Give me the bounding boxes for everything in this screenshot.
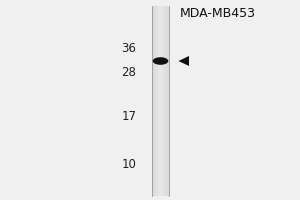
Text: 10: 10 bbox=[122, 158, 136, 170]
Bar bbox=[153, 6, 154, 196]
Bar bbox=[161, 6, 162, 196]
Bar bbox=[159, 6, 160, 196]
Bar bbox=[157, 6, 158, 196]
Bar bbox=[167, 6, 168, 196]
Bar bbox=[155, 6, 156, 196]
Text: 17: 17 bbox=[122, 110, 136, 122]
Ellipse shape bbox=[153, 57, 168, 65]
Bar bbox=[162, 6, 163, 196]
Bar bbox=[158, 6, 159, 196]
Bar bbox=[152, 6, 153, 196]
Bar bbox=[160, 6, 161, 196]
Bar bbox=[156, 6, 157, 196]
Bar bbox=[168, 6, 169, 196]
Bar bbox=[164, 6, 165, 196]
Text: 28: 28 bbox=[122, 66, 136, 78]
Text: MDA-MB453: MDA-MB453 bbox=[180, 7, 256, 20]
Text: 36: 36 bbox=[122, 42, 136, 54]
Bar bbox=[165, 6, 166, 196]
Polygon shape bbox=[178, 56, 189, 66]
Bar bbox=[163, 6, 164, 196]
Bar bbox=[154, 6, 155, 196]
